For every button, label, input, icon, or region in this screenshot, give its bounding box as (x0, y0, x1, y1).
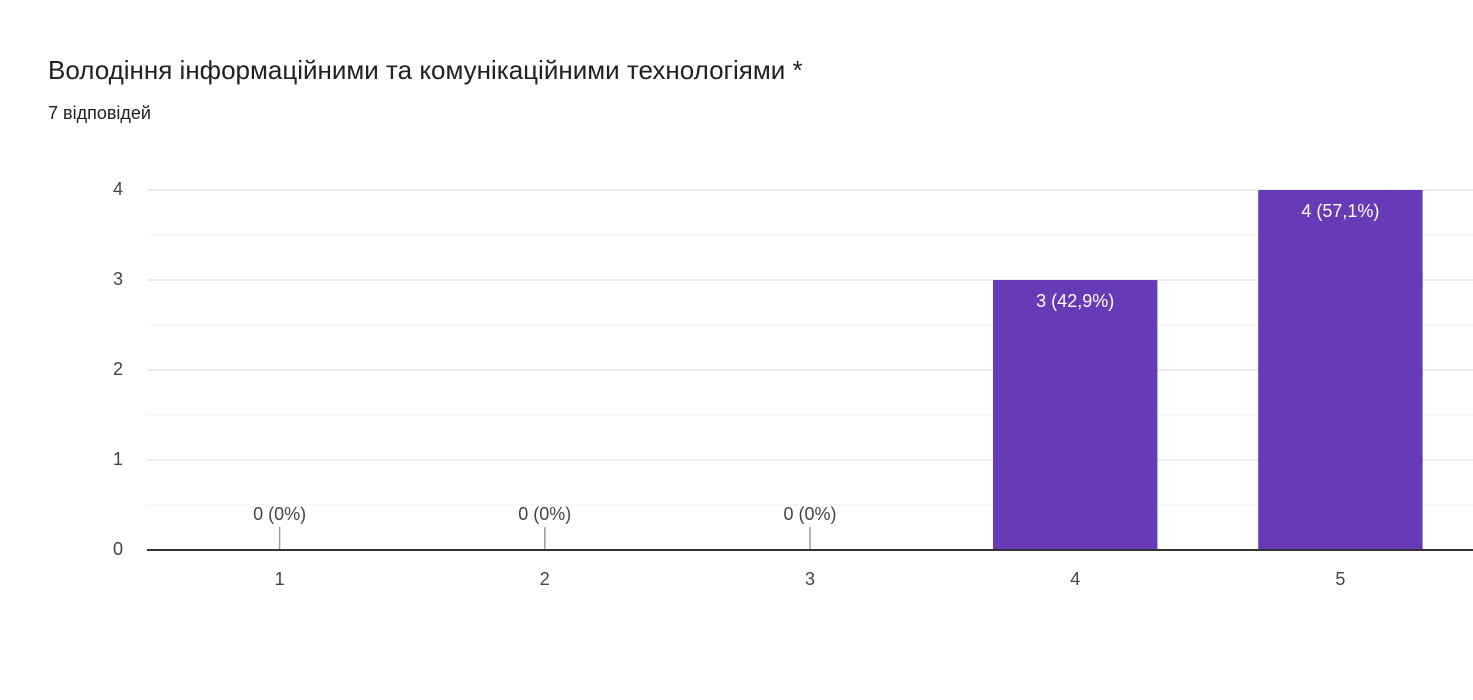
bar (992, 280, 1158, 550)
y-tick-label: 1 (113, 449, 123, 469)
y-tick-label: 0 (113, 539, 123, 559)
y-tick-label: 4 (113, 179, 123, 199)
bar (1258, 190, 1423, 550)
x-tick-label: 5 (1335, 569, 1345, 589)
chart-subtitle: 7 відповідей (48, 103, 151, 123)
x-tick-label: 3 (805, 569, 815, 589)
x-tick-label: 1 (275, 569, 285, 589)
value-label: 0 (0%) (783, 504, 836, 524)
chart-title: Володіння інформаційними та комунікаційн… (48, 55, 803, 85)
y-tick-label: 3 (113, 269, 123, 289)
y-tick-label: 2 (113, 359, 123, 379)
value-label: 0 (0%) (253, 504, 306, 524)
x-tick-label: 2 (540, 569, 550, 589)
value-label: 3 (42,9%) (1036, 291, 1114, 311)
value-label: 0 (0%) (518, 504, 571, 524)
value-label: 4 (57,1%) (1301, 201, 1379, 221)
x-tick-label: 4 (1070, 569, 1080, 589)
